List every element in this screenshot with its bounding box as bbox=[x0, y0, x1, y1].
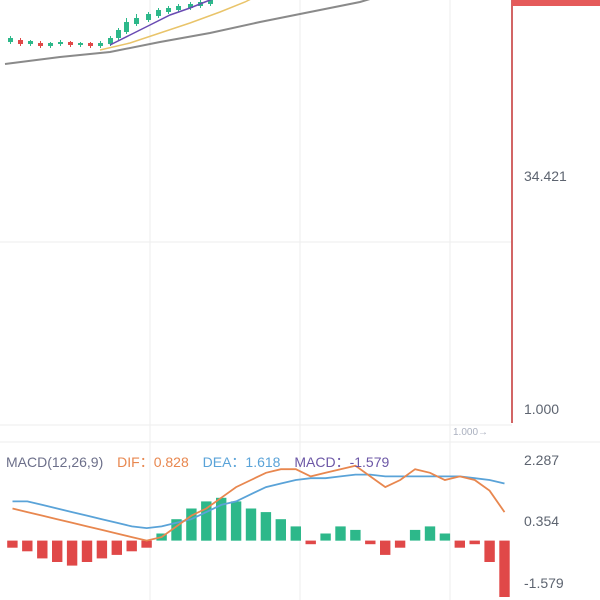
macd-bar bbox=[365, 540, 376, 545]
candle-body bbox=[156, 10, 161, 16]
candle-body bbox=[146, 14, 151, 20]
dea-line bbox=[12, 473, 505, 530]
candlestick-series bbox=[8, 0, 213, 48]
macd-legend: MACD(12,26,9) DIF：0.828 DEA：1.618 MACD：-… bbox=[6, 452, 399, 472]
macd-bar bbox=[439, 533, 451, 541]
ma-short-line bbox=[109, 0, 213, 46]
candle-body bbox=[134, 18, 139, 24]
candle-body bbox=[38, 43, 43, 46]
macd-bar bbox=[380, 540, 391, 555]
macd-bar bbox=[111, 540, 122, 555]
macd-bar bbox=[290, 526, 301, 541]
macd-histogram bbox=[7, 497, 510, 597]
dif-line bbox=[12, 464, 506, 542]
ma-long-line bbox=[4, 0, 371, 65]
macd-bar bbox=[320, 533, 331, 541]
macd-bar bbox=[22, 540, 33, 552]
price-axis-label-top: 34.421 bbox=[524, 168, 567, 184]
candle-body bbox=[58, 42, 63, 44]
macd-bar bbox=[305, 540, 316, 545]
price-marker-label: 1.000→ bbox=[453, 427, 489, 438]
candle-body bbox=[208, 0, 213, 4]
candle-body bbox=[8, 38, 13, 42]
macd-bar bbox=[171, 519, 182, 541]
macd-bar bbox=[141, 540, 152, 548]
candle-body bbox=[188, 4, 193, 8]
candle-body bbox=[78, 43, 83, 45]
macd-bar bbox=[409, 529, 421, 541]
candle-body bbox=[116, 30, 121, 38]
macd-bar bbox=[245, 508, 257, 541]
candle-body bbox=[98, 43, 103, 46]
macd-axis-label-top: 2.287 bbox=[524, 452, 560, 468]
macd-bar bbox=[37, 540, 48, 559]
macd-bar bbox=[484, 540, 495, 562]
macd-bar bbox=[186, 508, 197, 541]
candle-body bbox=[68, 42, 73, 45]
candle-body bbox=[28, 41, 33, 44]
candle-body bbox=[124, 22, 129, 32]
macd-bar bbox=[499, 540, 510, 597]
ma-mid-line bbox=[99, 0, 251, 51]
macd-bar bbox=[96, 540, 108, 559]
current-price-tag bbox=[512, 0, 600, 6]
candle-body bbox=[18, 40, 23, 44]
macd-bar bbox=[126, 540, 137, 552]
macd-bar bbox=[81, 540, 93, 562]
macd-bar bbox=[394, 540, 406, 548]
macd-bar bbox=[260, 512, 272, 541]
macd-bar bbox=[66, 540, 78, 566]
candle-body bbox=[88, 43, 93, 46]
macd-title: MACD(12,26,9) bbox=[6, 454, 104, 470]
macd-bar bbox=[469, 540, 480, 545]
macd-bar bbox=[350, 529, 361, 541]
dea-value: DEA：1.618 bbox=[202, 454, 281, 470]
macd-bar bbox=[275, 519, 286, 541]
macd-value: MACD：-1.579 bbox=[294, 454, 390, 470]
candle-body bbox=[48, 43, 53, 46]
macd-axis-label-mid: 0.354 bbox=[524, 513, 560, 529]
price-axis-label-bottom: 1.000 bbox=[524, 401, 560, 417]
macd-bar bbox=[424, 526, 436, 541]
candle-body bbox=[176, 6, 181, 10]
macd-bar bbox=[201, 501, 212, 541]
macd-bar bbox=[7, 540, 18, 548]
candle-body bbox=[166, 8, 171, 12]
macd-bar bbox=[335, 526, 346, 541]
dif-value: DIF：0.828 bbox=[117, 454, 189, 470]
macd-bar bbox=[52, 540, 63, 562]
macd-bar bbox=[454, 540, 465, 548]
macd-bar bbox=[230, 501, 242, 541]
candle-body bbox=[108, 38, 113, 44]
macd-axis-label-bottom: -1.579 bbox=[524, 575, 564, 591]
macd-bar bbox=[216, 497, 227, 541]
